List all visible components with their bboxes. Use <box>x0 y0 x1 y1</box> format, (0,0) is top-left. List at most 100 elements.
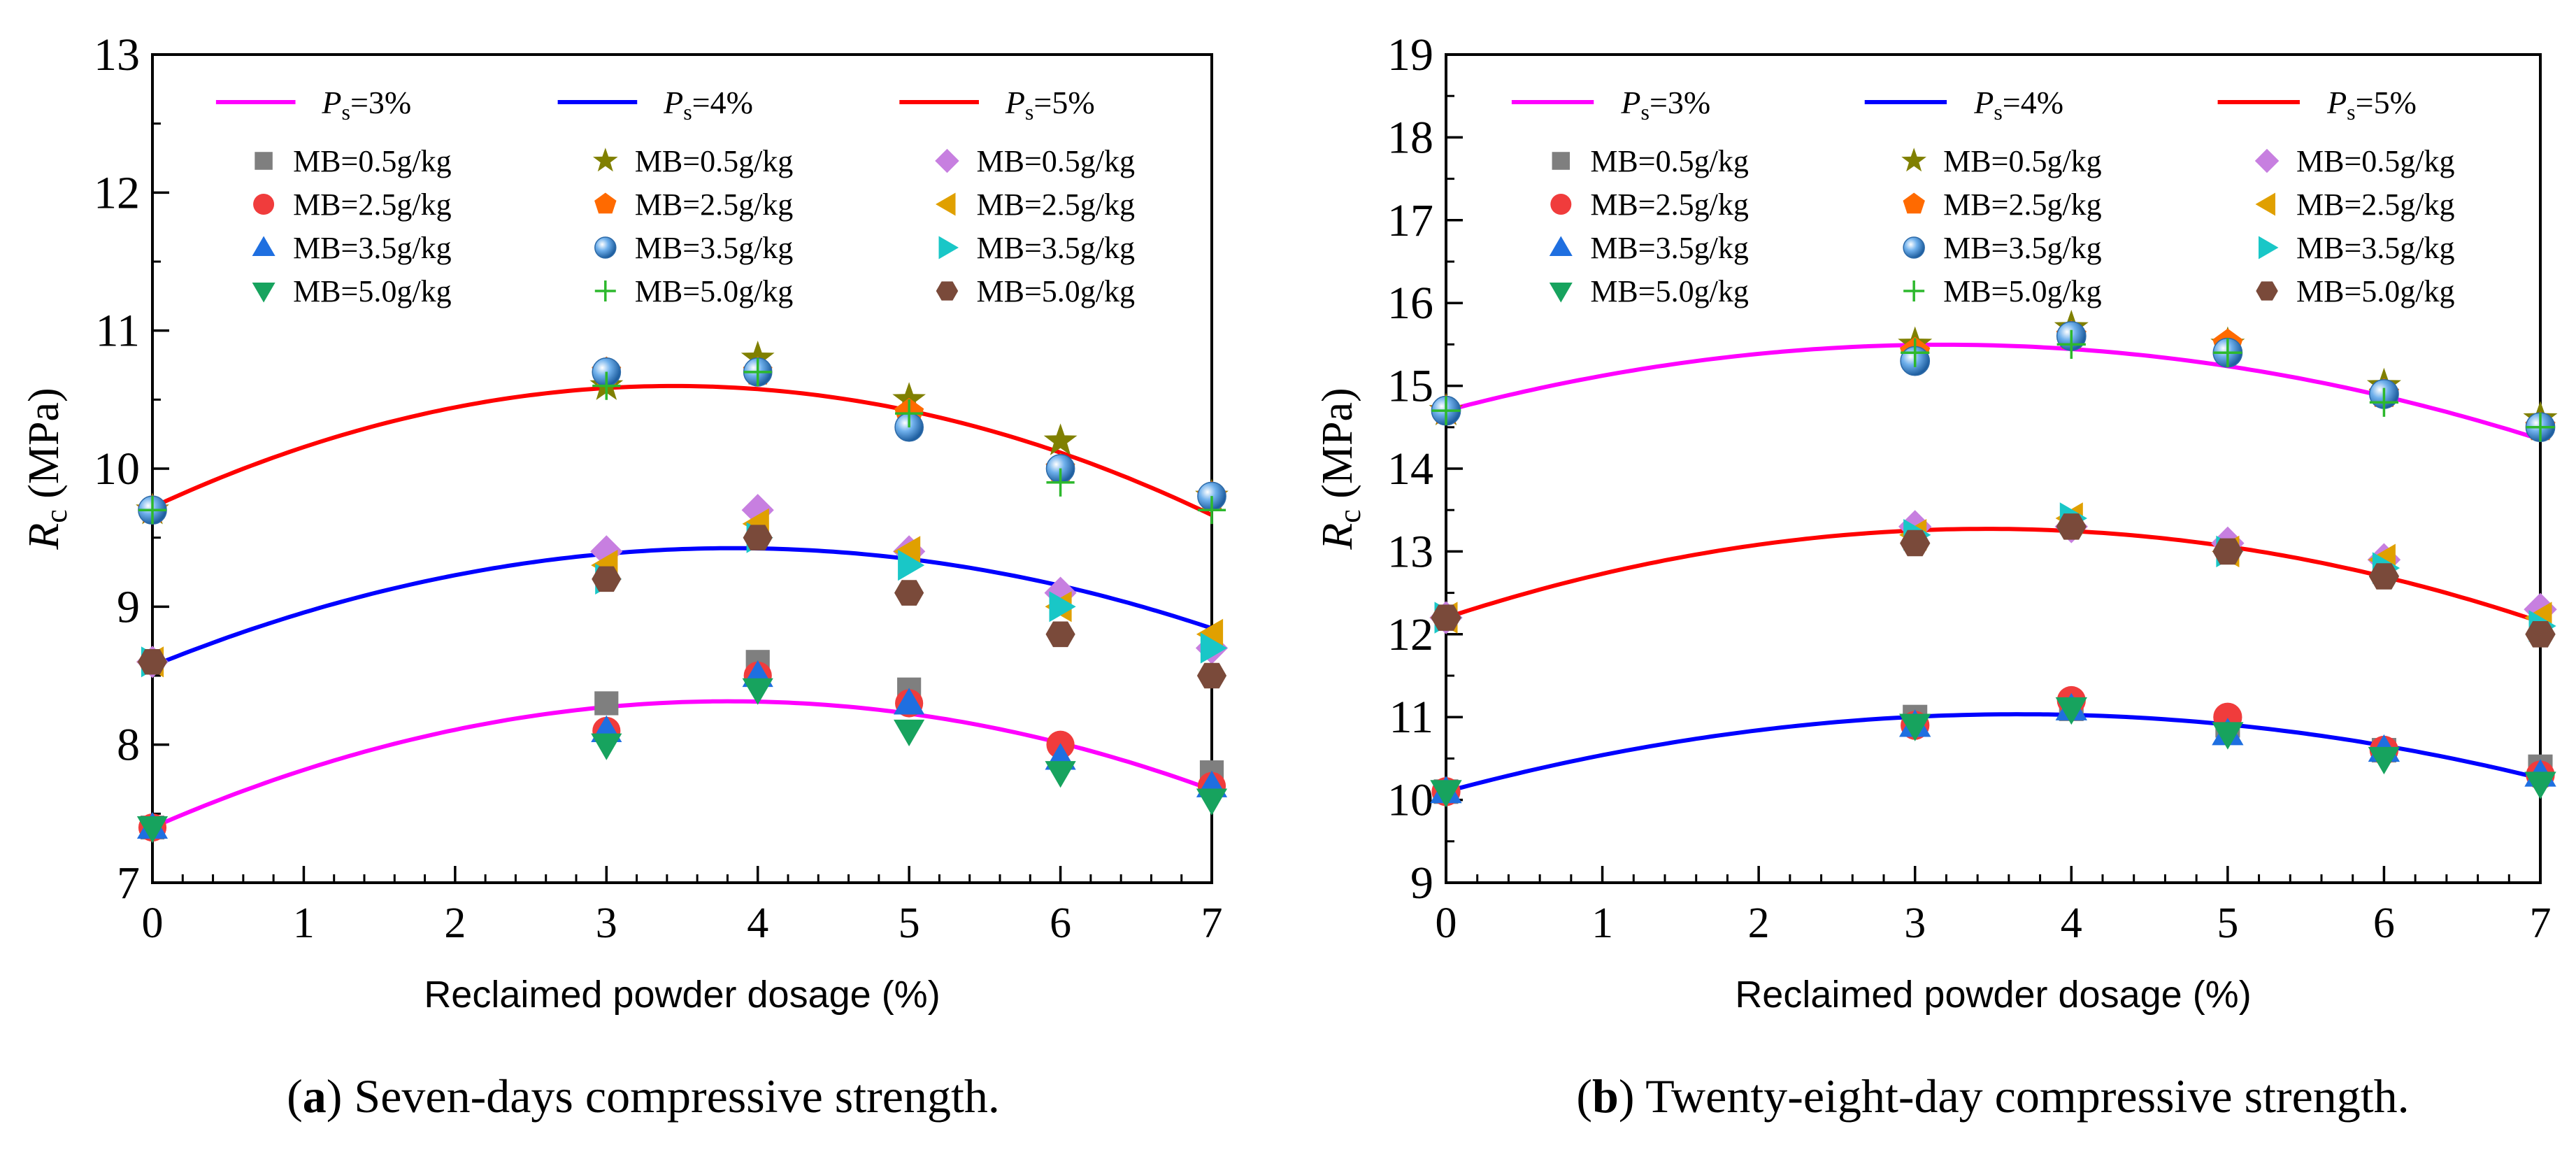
y-axis-label-unit: (MPa) <box>1314 387 1361 509</box>
data-point <box>2213 338 2242 367</box>
legend-curve-main: P <box>1620 85 1640 120</box>
caption-paren-open: ( <box>1576 1069 1592 1123</box>
y-axis-label-sub: c <box>1333 509 1367 523</box>
legend-marker <box>935 148 959 173</box>
legend-marker <box>1901 148 1926 172</box>
chart-caption: (b) Twenty-eight-day compressive strengt… <box>1576 1069 2409 1123</box>
legend-marker <box>594 236 617 259</box>
data-point <box>2526 413 2555 442</box>
data-point <box>2056 329 2086 360</box>
legend-curve-sub: s <box>1025 99 1033 125</box>
y-tick-label: 11 <box>95 306 140 357</box>
legend-curve-label: Ps=5% <box>1005 85 1095 125</box>
data-point <box>892 382 926 414</box>
data-markers <box>1429 309 2558 808</box>
y-tick-label: 8 <box>117 720 140 771</box>
fit-curve-2 <box>1446 527 2540 624</box>
data-point <box>2368 746 2400 775</box>
data-point <box>136 816 169 844</box>
legend-curve-main: P <box>1005 85 1025 120</box>
x-tick-label: 3 <box>1904 899 1926 947</box>
legend-marker <box>1552 152 1570 170</box>
legend-entry-label: MB=2.5g/kg <box>635 187 794 222</box>
legend-curve-tail: =4% <box>692 85 753 120</box>
x-tick-label: 4 <box>747 899 768 947</box>
legend-marker <box>936 192 956 216</box>
legend-marker <box>1903 236 1925 259</box>
y-tick-label: 15 <box>1387 361 1433 412</box>
legend-curve-sub: s <box>1994 99 2002 125</box>
legend-curve-tail: =5% <box>1033 85 1094 120</box>
legend-entry-label: MB=3.5g/kg <box>976 231 1135 265</box>
legend-entry-label: MB=5.0g/kg <box>1590 274 1749 308</box>
legend-entry-label: MB=3.5g/kg <box>1943 231 2102 265</box>
legend-curve-sub: s <box>2347 99 2355 125</box>
legend-marker <box>1550 194 1572 215</box>
caption-paren-close: ) <box>327 1069 343 1123</box>
data-point <box>1200 632 1228 664</box>
x-tick-label: 2 <box>1748 899 1770 947</box>
data-point <box>743 357 772 386</box>
data-point <box>592 371 621 400</box>
legend-curve-tail: =4% <box>2003 85 2063 120</box>
caption-letter: a <box>303 1069 327 1123</box>
data-point <box>894 688 925 715</box>
x-tick-label: 5 <box>899 899 920 947</box>
data-point <box>1901 338 1930 367</box>
legend-entry-label: MB=0.5g/kg <box>976 144 1135 178</box>
caption-paren-open: ( <box>287 1069 303 1123</box>
y-axis-label-unit: (MPa) <box>20 387 68 509</box>
legend: Ps=3% Ps=4% Ps=5%MB=0.5g/kgMB=2.5g/kgMB=3.… <box>1511 85 2455 308</box>
data-point <box>895 399 924 428</box>
data-point <box>592 566 622 592</box>
x-tick-label: 2 <box>444 899 466 947</box>
data-point <box>1431 396 1461 425</box>
caption-text: Twenty-eight-day compressive strength. <box>1634 1069 2409 1123</box>
data-point <box>2212 722 2244 750</box>
legend-entry-label: MB=2.5g/kg <box>976 187 1135 222</box>
data-point <box>894 580 924 606</box>
data-point <box>1431 604 1461 631</box>
legend-entry-label: MB=2.5g/kg <box>2296 187 2455 222</box>
y-tick-label: 12 <box>1387 609 1433 660</box>
legend-marker <box>2255 192 2275 216</box>
x-tick-label: 1 <box>293 899 315 947</box>
y-tick-label: 10 <box>94 443 140 495</box>
data-point <box>1046 468 1075 497</box>
legend-curve-label: Ps=3% <box>321 85 411 125</box>
legend-entry-label: MB=5.0g/kg <box>293 274 452 308</box>
data-point <box>743 525 773 550</box>
y-tick-label: 7 <box>117 858 140 909</box>
data-point <box>894 719 925 746</box>
data-point <box>1430 780 1462 808</box>
data-point <box>138 496 167 525</box>
fit-curves <box>152 383 1212 830</box>
legend-curve-tail: =5% <box>2356 85 2417 120</box>
data-point <box>740 341 775 373</box>
data-point <box>1196 788 1228 816</box>
x-tick-label: 7 <box>1201 899 1223 947</box>
legend-marker <box>2259 236 2279 259</box>
legend-marker <box>594 280 616 301</box>
legend-entry-label: MB=5.0g/kg <box>1943 274 2102 308</box>
data-point <box>2056 513 2087 540</box>
y-tick-label: 9 <box>117 581 140 632</box>
y-tick-label: 10 <box>1387 775 1433 826</box>
x-tick-label: 0 <box>1436 899 1457 947</box>
legend-curve-label: Ps=4% <box>1973 85 2063 125</box>
legend-marker <box>1903 280 1925 301</box>
legend-marker <box>252 236 276 256</box>
y-tick-label: 12 <box>94 167 140 218</box>
legend-entry-label: MB=0.5g/kg <box>293 144 452 178</box>
x-tick-label: 6 <box>1050 899 1071 947</box>
data-point <box>594 691 619 716</box>
legend-curve-main: P <box>663 85 683 120</box>
data-point <box>1045 621 1075 648</box>
legend-curve-label: Ps=3% <box>1620 85 1710 125</box>
legend-marker <box>2254 148 2280 173</box>
legend-curve-sub: s <box>683 99 692 125</box>
data-point <box>2524 771 2556 799</box>
